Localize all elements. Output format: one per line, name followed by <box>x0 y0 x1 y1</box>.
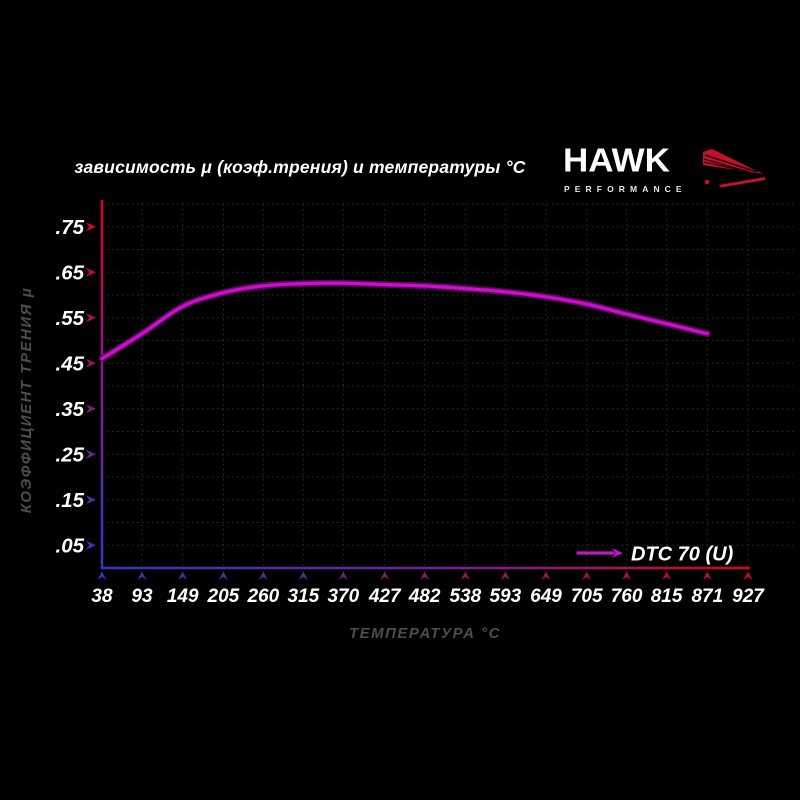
x-tick-label: 482 <box>408 586 441 607</box>
hawk-wing-icon <box>703 149 765 188</box>
y-tick-label: .25 <box>56 443 85 466</box>
y-tick-arrow-icon <box>86 540 96 550</box>
x-tick-arrow-icon <box>460 571 470 580</box>
y-tick-arrow-icon <box>86 313 96 323</box>
x-tick-label: 38 <box>91 586 113 607</box>
x-tick-arrow-icon <box>178 571 188 580</box>
hawk-logo: HAWK PERFORMANCE <box>563 142 765 196</box>
x-tick-arrow-icon <box>662 571 672 580</box>
x-tick-arrow-icon <box>137 571 147 580</box>
legend: DTC 70 (U) <box>576 544 734 566</box>
chart-title: зависимость μ (коэф.трения) и температур… <box>74 157 526 177</box>
x-tick-label: 93 <box>131 586 153 607</box>
hawk-logo-wordmark: HAWK <box>563 142 670 180</box>
x-tick-label: 427 <box>368 586 402 607</box>
y-tick-label: .45 <box>56 352 85 375</box>
y-tick-label: .35 <box>56 398 85 421</box>
y-tick-arrow-icon <box>86 222 96 232</box>
series-curve-dtc70 <box>100 281 709 361</box>
series-curve-outline <box>98 279 711 362</box>
x-tick-arrow-icon <box>702 571 712 580</box>
x-tick-label: 593 <box>489 586 521 607</box>
x-tick-label: 149 <box>167 586 199 607</box>
y-tick-label: .15 <box>56 489 85 512</box>
x-tick-arrow-icon <box>622 571 632 580</box>
y-tick-label: .55 <box>56 307 85 330</box>
x-tick-label: 205 <box>207 586 240 607</box>
x-tick-arrow-icon <box>218 571 228 580</box>
x-tick-arrow-icon <box>541 571 551 580</box>
x-tick-label: 260 <box>246 586 279 607</box>
y-tick-arrow-icon <box>86 495 96 505</box>
x-axis-ticks: 38 93 149 205 260 315 370 427 482 538 593 649 705 760… <box>91 571 765 607</box>
x-tick-label: 815 <box>651 586 683 607</box>
hawk-logo-tagline: PERFORMANCE <box>564 184 687 194</box>
y-axis-ticks: .05 .15 .25 .35 .45 .55 .65 .75 <box>56 216 96 557</box>
x-tick-arrow-icon <box>420 571 430 580</box>
y-axis-title: КОЭФФИЦИЕНТ ТРЕНИЯ μ <box>18 287 35 514</box>
x-tick-label: 370 <box>327 586 359 607</box>
y-tick-label: .65 <box>56 261 85 284</box>
x-tick-label: 760 <box>611 586 643 607</box>
x-tick-arrow-icon <box>298 571 308 580</box>
x-tick-arrow-icon <box>582 571 592 580</box>
y-tick-label: .05 <box>56 534 85 557</box>
legend-label: DTC 70 (U) <box>631 544 734 566</box>
x-tick-arrow-icon <box>743 571 753 580</box>
x-axis-title: ТЕМПЕРАТУРА °C <box>349 625 501 642</box>
x-tick-label: 649 <box>530 586 562 607</box>
y-tick-arrow-icon <box>86 449 96 459</box>
x-tick-arrow-icon <box>338 571 348 580</box>
x-tick-label: 871 <box>691 586 723 607</box>
x-tick-arrow-icon <box>97 571 107 580</box>
gridlines <box>101 203 793 568</box>
chart-canvas: .05 .15 .25 .35 .45 .55 .65 .75 38 93 149 205 260 31… <box>18 200 793 642</box>
y-tick-arrow-icon <box>86 404 96 414</box>
x-tick-label: 315 <box>287 586 319 607</box>
x-tick-arrow-icon <box>380 571 390 580</box>
x-tick-label: 705 <box>571 586 603 607</box>
y-tick-arrow-icon <box>86 267 96 277</box>
x-tick-label: 538 <box>449 586 481 607</box>
x-tick-label: 927 <box>732 586 765 607</box>
x-tick-arrow-icon <box>258 571 268 580</box>
y-tick-arrow-icon <box>86 358 96 368</box>
x-tick-arrow-icon <box>500 571 510 580</box>
legend-arrow-icon <box>612 548 623 558</box>
y-tick-label: .75 <box>56 216 85 239</box>
